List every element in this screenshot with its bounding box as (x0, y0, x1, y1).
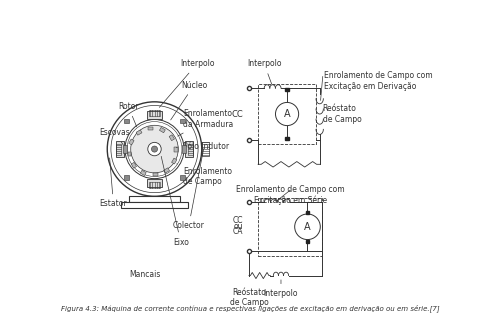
Bar (123, 145, 127, 153)
Bar (131, 162, 137, 168)
Bar (258, 84, 316, 144)
Circle shape (148, 142, 161, 156)
Text: Enrolamento de Campo com
Excitação em Derivação: Enrolamento de Campo com Excitação em De… (324, 71, 432, 91)
Circle shape (276, 102, 299, 126)
Circle shape (295, 214, 320, 240)
Bar (136, 130, 142, 135)
Bar (116, 141, 124, 157)
Circle shape (125, 120, 184, 179)
Text: ou: ou (234, 222, 243, 231)
Text: Figura 4.3: Máquina de corrente contínua e respectivas ligações de excitação em : Figura 4.3: Máquina de corrente contínua… (61, 305, 440, 312)
Text: A: A (284, 109, 291, 119)
Bar (149, 182, 160, 188)
Bar (174, 147, 178, 151)
Text: Reóstato
de Campo: Reóstato de Campo (323, 104, 362, 124)
Bar (286, 137, 289, 140)
Text: Reóstato
de Campo: Reóstato de Campo (229, 288, 269, 307)
Bar (180, 175, 185, 180)
Text: CC: CC (232, 110, 243, 118)
Bar (116, 143, 121, 154)
Bar (286, 88, 289, 91)
Bar (180, 119, 185, 123)
Text: Interpolo: Interpolo (159, 59, 214, 107)
Bar (306, 211, 309, 214)
Bar (129, 139, 134, 145)
Bar (121, 202, 188, 208)
Bar (169, 135, 174, 141)
Text: Pólo Indutor: Pólo Indutor (176, 142, 229, 150)
Bar (153, 173, 158, 176)
Text: Rotor: Rotor (118, 102, 139, 127)
Text: Núcleo: Núcleo (171, 81, 207, 120)
Text: Escovas: Escovas (100, 128, 130, 145)
Bar (182, 145, 186, 153)
Bar (159, 127, 165, 133)
Bar (140, 170, 146, 176)
Bar (128, 151, 131, 156)
Bar (147, 179, 162, 187)
Text: Enrolamento
de Campo: Enrolamento de Campo (177, 164, 232, 186)
Text: Mancais: Mancais (130, 270, 161, 279)
Bar (188, 143, 193, 154)
Bar (124, 175, 129, 180)
Text: Eixo: Eixo (161, 156, 189, 246)
Bar (258, 198, 322, 256)
Bar (148, 127, 153, 130)
Circle shape (151, 146, 157, 152)
Text: CC: CC (233, 216, 243, 225)
Bar (164, 168, 169, 173)
Circle shape (131, 125, 178, 173)
Text: Interpolo: Interpolo (264, 280, 298, 298)
Text: Estator: Estator (100, 158, 127, 208)
Text: A: A (304, 222, 311, 232)
Bar (202, 142, 209, 156)
Text: CA: CA (233, 227, 243, 236)
Bar (129, 196, 180, 203)
Text: Colector: Colector (173, 149, 205, 230)
Bar (171, 158, 177, 164)
Bar (185, 141, 192, 157)
Bar (149, 110, 160, 116)
Text: Enrolamento
da Armadura: Enrolamento da Armadura (178, 110, 233, 136)
Bar (147, 111, 162, 119)
Text: Enrolamento de Campo com
Excitação em Série: Enrolamento de Campo com Excitação em Sé… (236, 185, 344, 205)
Text: Interpolo: Interpolo (247, 59, 282, 84)
Bar (124, 119, 129, 123)
Bar (306, 240, 309, 243)
